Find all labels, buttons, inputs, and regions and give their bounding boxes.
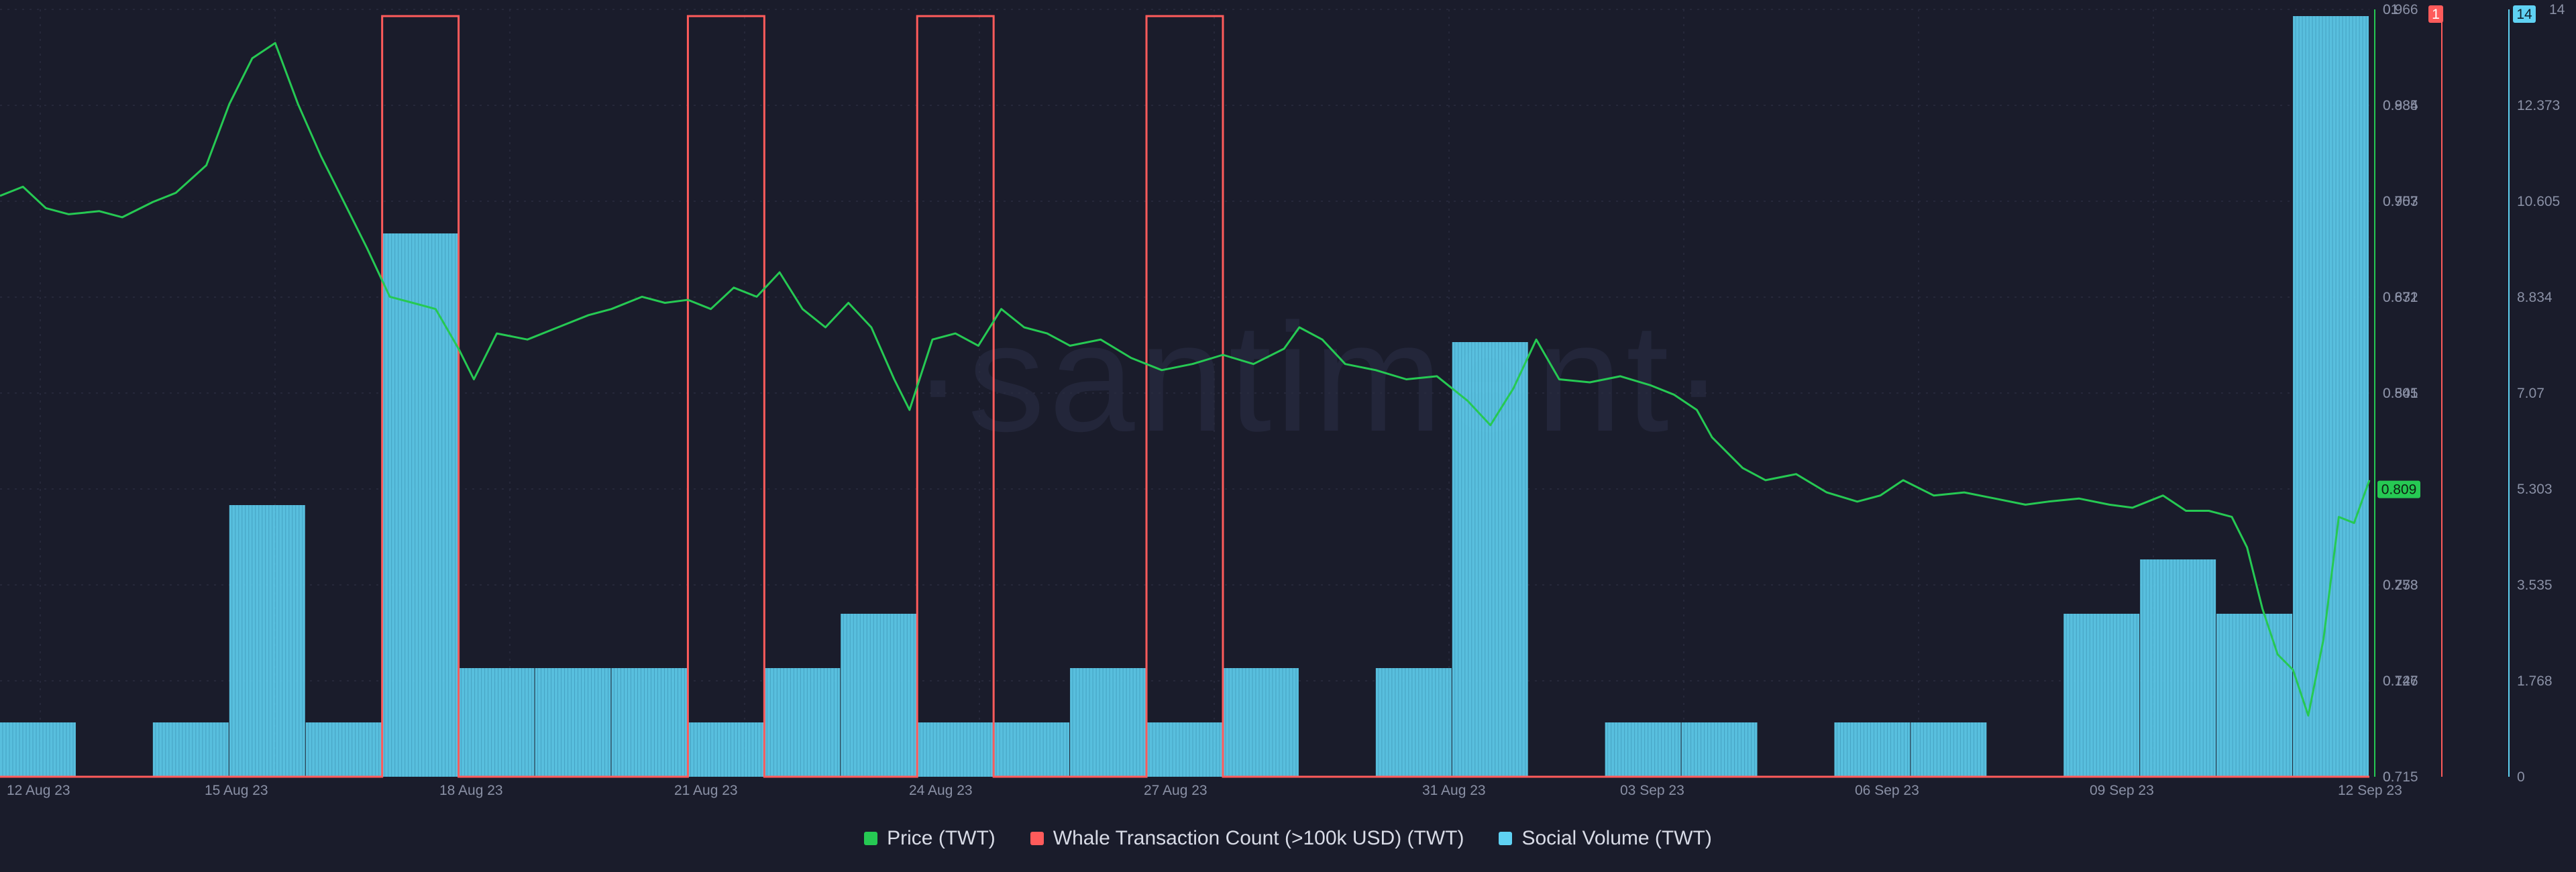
price-current-badge: 0.809 (2381, 482, 2417, 498)
social-volume-bar-15[interactable] (1146, 722, 1222, 777)
x-axis-tick-6: 31 Aug 23 (1422, 783, 1486, 798)
whale-axis-top-partial: 01 (2383, 2, 2398, 17)
social-axis-tick-1: 10.605 (2517, 194, 2560, 209)
social-volume-bar-0[interactable] (0, 722, 76, 777)
social-volume-bar-5[interactable] (382, 233, 458, 777)
social-volume-bar-18[interactable] (1375, 668, 1452, 777)
x-axis-tick-0: 12 Aug 23 (7, 783, 70, 798)
whale-axis-tick-7: 0 (2383, 769, 2391, 785)
x-axis-tick-5: 27 Aug 23 (1144, 783, 1208, 798)
social-volume-bar-25[interactable] (1911, 722, 1987, 777)
social-axis-tick-5: 3.535 (2517, 578, 2553, 593)
x-axis-tick-7: 03 Sep 23 (1620, 783, 1684, 798)
price-line (0, 42, 2371, 717)
x-axis-tick-1: 15 Aug 23 (205, 783, 268, 798)
whale-transaction-line (0, 15, 2369, 778)
social-volume-bar-6[interactable] (458, 668, 535, 777)
social-volume-bar-27[interactable] (2063, 614, 2140, 777)
social-volume-bar-24[interactable] (1834, 722, 1911, 777)
price-axis-tick-4: 0.841 (2383, 386, 2418, 401)
social-axis-tick-6: 1.768 (2517, 673, 2553, 689)
social-volume-bars (0, 16, 2369, 777)
whale-axis-tick-3: 0.505 (2383, 386, 2418, 401)
social-volume-bar-16[interactable] (1222, 668, 1299, 777)
whale-transaction-path[interactable] (0, 15, 2369, 778)
social-volume-bar-22[interactable] (1681, 722, 1758, 777)
legend-swatch-whale (1030, 832, 1044, 845)
legend-label-price: Price (TWT) (887, 827, 996, 849)
x-axis-tick-4: 24 Aug 23 (909, 783, 973, 798)
social-volume-bar-4[interactable] (305, 722, 382, 777)
whale-axis-tick-6: 0.126 (2383, 673, 2418, 689)
legend-label-whale: Whale Transaction Count (>100k USD) (TWT… (1053, 827, 1464, 849)
social-volume-bar-14[interactable] (1070, 668, 1146, 777)
price-axis-tick-6: 0.747 (2383, 673, 2418, 689)
social-volume-bar-21[interactable] (1605, 722, 1681, 777)
social-volume-bar-3[interactable] (229, 505, 305, 777)
legend-item-price[interactable]: Price (TWT) (864, 827, 996, 850)
price-axis-tick-2: 0.903 (2383, 194, 2418, 209)
social-axis-tick-3: 7.07 (2517, 386, 2544, 401)
social-volume-bar-19[interactable] (1452, 342, 1528, 777)
legend-swatch-social (1499, 832, 1513, 845)
legend-swatch-price (864, 832, 878, 845)
social-axis-tick-7: 0 (2517, 769, 2525, 785)
social-axis-tick-0: 12.373 (2517, 98, 2560, 113)
axes: 0.966 0.935 0.903 0.872 0.841 0.778 0.747 0.715… (7, 2, 2565, 798)
price-path[interactable] (0, 42, 2371, 717)
grid (0, 9, 2369, 777)
social-volume-bar-11[interactable] (841, 614, 917, 777)
price-axis-tick-1: 0.935 (2383, 98, 2418, 113)
x-axis-tick-10: 12 Sep 23 (2338, 783, 2402, 798)
social-volume-bar-30[interactable] (2293, 16, 2369, 777)
social-volume-bar-12[interactable] (917, 722, 994, 777)
social-volume-bar-9[interactable] (688, 722, 764, 777)
whale-axis-tick-2: 0.631 (2383, 290, 2418, 305)
price-axis-tick-0: 0.966 (2383, 2, 2418, 17)
social-axis-tick-2: 8.834 (2517, 290, 2553, 305)
social-volume-bar-7[interactable] (535, 668, 611, 777)
whale-axis-tick-1: 0.757 (2383, 194, 2418, 209)
whale-axis-badge-bg (2428, 5, 2443, 23)
social-volume-bar-2[interactable] (152, 722, 229, 777)
legend-item-social[interactable]: Social Volume (TWT) (1499, 827, 1712, 850)
legend-item-whale[interactable]: Whale Transaction Count (>100k USD) (TWT… (1030, 827, 1464, 850)
social-axis-tick-4: 5.303 (2517, 482, 2553, 497)
social-volume-bar-8[interactable] (611, 668, 688, 777)
social-axis-top-partial: 14 (2549, 2, 2565, 17)
chart-svg: 0.966 0.935 0.903 0.872 0.841 0.778 0.747 0.715… (0, 2, 2565, 798)
whale-axis-tick-5: 0.253 (2383, 578, 2418, 593)
whale-axis-tick-0: 0.884 (2383, 98, 2418, 113)
social-volume-bar-10[interactable] (764, 668, 841, 777)
watermark: ·santiment· (912, 291, 1729, 464)
x-axis-tick-2: 18 Aug 23 (439, 783, 503, 798)
price-axis-tick-7: 0.715 (2383, 769, 2418, 785)
x-axis-tick-3: 21 Aug 23 (674, 783, 738, 798)
social-volume-bar-28[interactable] (2140, 559, 2216, 777)
social-volume-bar-13[interactable] (994, 722, 1070, 777)
price-axis-tick-5: 0.778 (2383, 578, 2418, 593)
social-volume-bar-29[interactable] (2216, 614, 2293, 777)
x-axis-tick-8: 06 Sep 23 (1855, 783, 1919, 798)
social-axis-badge-bg (2513, 5, 2536, 23)
x-axis-tick-9: 09 Sep 23 (2090, 783, 2154, 798)
price-axis-tick-3: 0.872 (2383, 290, 2418, 305)
whale-axis-badge: 1 (2432, 7, 2440, 22)
chart-legend: Price (TWT) Whale Transaction Count (>10… (0, 825, 2576, 852)
social-axis-badge: 14 (2516, 7, 2532, 22)
price-current-badge-bg (2377, 480, 2420, 498)
legend-label-social: Social Volume (TWT) (1521, 827, 1712, 849)
